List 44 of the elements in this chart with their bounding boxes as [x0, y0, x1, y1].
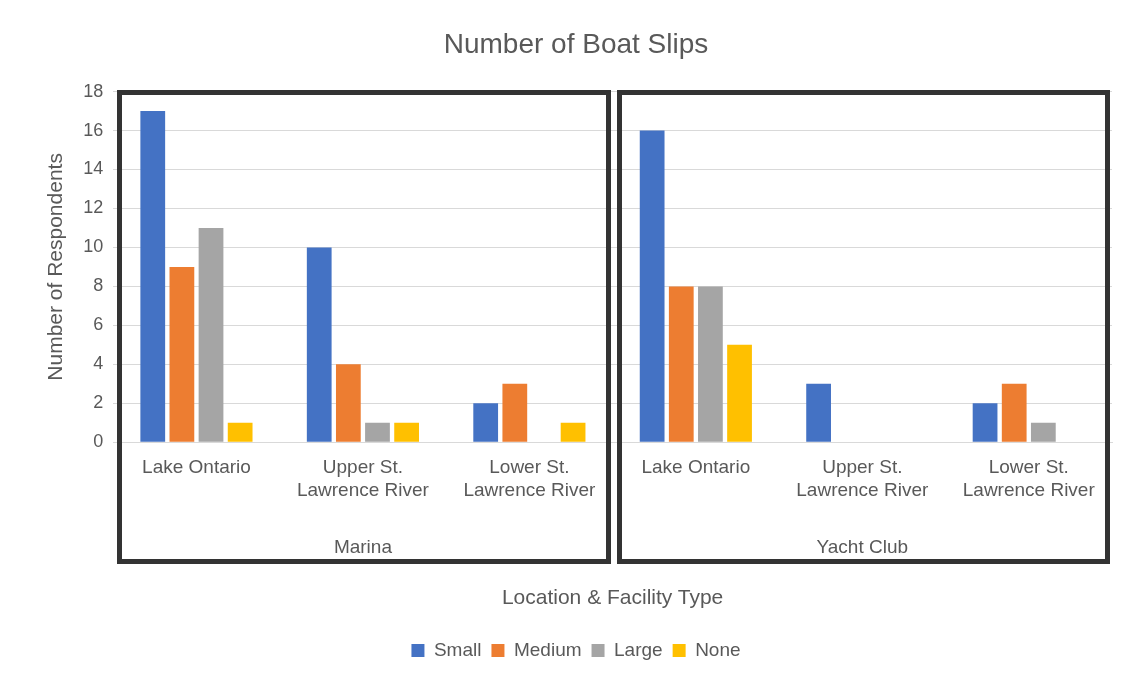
bar	[198, 227, 224, 442]
y-tick-label: 18	[83, 80, 104, 101]
y-tick-label: 0	[93, 431, 104, 452]
legend-label: Medium	[513, 638, 582, 660]
bar	[335, 364, 361, 442]
x-tick-label: Lower St. Lawrence River	[463, 455, 597, 500]
y-tick-label: 4	[93, 353, 104, 374]
text: Yacht Club	[816, 536, 909, 558]
bar	[639, 130, 665, 442]
bar	[1001, 383, 1027, 442]
x-tick-label: Upper St. Lawrence River	[796, 455, 929, 500]
y-tick-label: 10	[83, 236, 104, 257]
bar	[972, 403, 998, 442]
legend-label: None	[695, 638, 741, 660]
y-tick-label: 16	[83, 119, 104, 140]
bar	[140, 111, 166, 442]
bar	[365, 422, 390, 442]
y-tick-label: 12	[83, 197, 104, 218]
y-tick-label: 8	[93, 275, 104, 296]
text: Marina	[333, 536, 393, 558]
chart-title: Number of Boat Slips	[443, 27, 709, 59]
x-axis-title: Location & Facility Type	[501, 585, 724, 609]
x-tick-label: Lake Ontario	[641, 455, 751, 477]
bar	[560, 422, 586, 442]
bar	[1030, 422, 1056, 442]
bar	[727, 344, 752, 442]
x-tick-label: Upper St. Lawrence River	[296, 455, 430, 500]
bar	[668, 286, 694, 442]
x-tick-label: Lower St. Lawrence River	[962, 455, 1096, 500]
y-tick-label: 6	[93, 314, 104, 335]
y-tick-label: 2	[93, 392, 104, 413]
x-tick-label: Lake Ontario	[142, 455, 251, 477]
bar	[806, 383, 831, 442]
bar	[394, 422, 419, 442]
y-tick-label: 14	[83, 158, 104, 179]
bar	[502, 383, 528, 442]
bar	[473, 403, 499, 442]
legend-label: Small	[433, 638, 482, 660]
bar	[306, 247, 332, 442]
bar	[698, 286, 723, 442]
bar	[227, 422, 253, 442]
bar	[169, 266, 195, 442]
y-axis-title: Number of Respondents	[43, 153, 67, 381]
legend-label: Large	[614, 638, 663, 660]
